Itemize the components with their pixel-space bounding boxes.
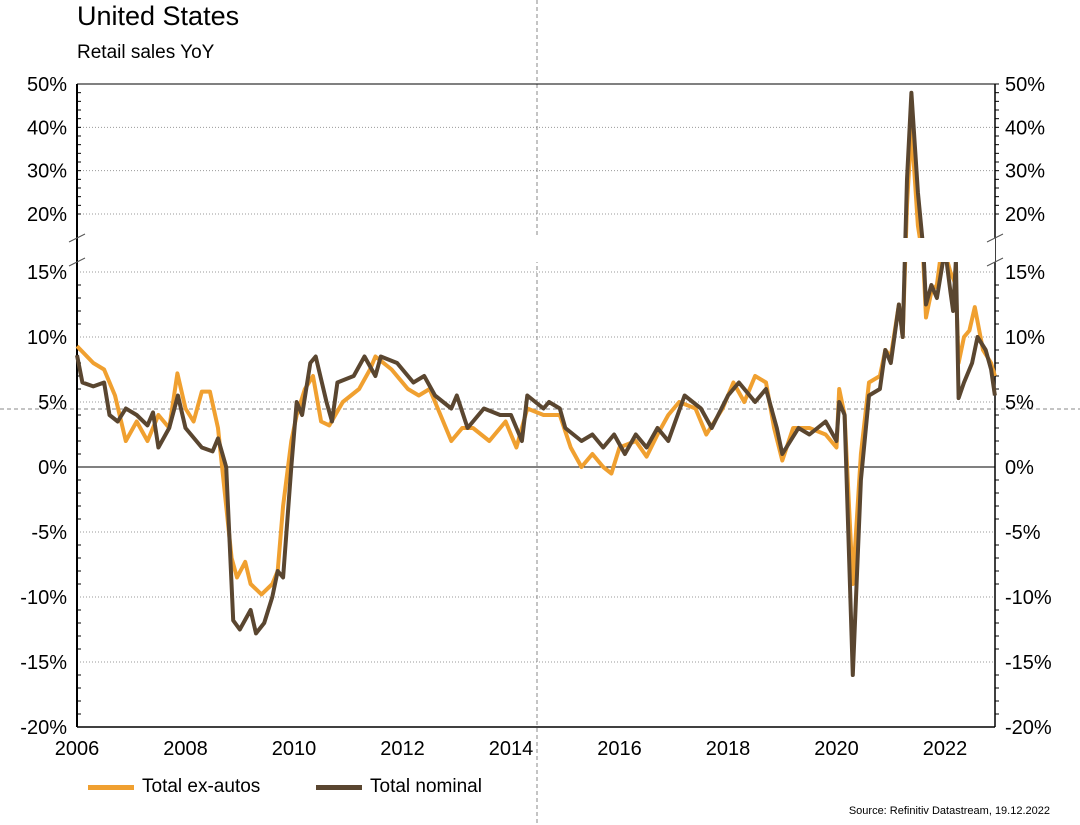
y-tick-label-right: -5% [1005,522,1041,544]
legend-swatch [316,784,362,790]
axis-break-mark [986,257,1004,267]
x-tick-label: 2016 [597,738,642,760]
legend-item-nominal: Total nominal [316,776,482,798]
legend-item-ex-autos: Total ex-autos [88,776,260,798]
x-tick-label: 2014 [489,738,534,760]
y-tick-label-right: 10% [1005,327,1045,349]
x-tick-label: 2010 [272,738,317,760]
source-note: Source: Refinitiv Datastream, 19.12.2022 [848,805,1050,817]
axis-break-mark [986,233,1004,243]
x-tick-label: 2022 [923,738,968,760]
y-tick-label-left: -15% [20,652,67,674]
x-tick-label: 2020 [814,738,859,760]
chart-title: United States [77,1,240,31]
x-tick-label: 2006 [55,738,100,760]
y-tick-label-left: 40% [27,117,67,139]
y-tick-label-right: -20% [1005,717,1052,739]
y-tick-label-right: 15% [1005,262,1045,284]
y-tick-label-left: 50% [27,74,67,96]
y-tick-label-left: -20% [20,717,67,739]
legend-label: Total nominal [370,776,482,797]
axis-break-mark [68,233,86,243]
y-tick-label-right: 5% [1005,392,1034,414]
y-tick-label-right: -15% [1005,652,1052,674]
y-tick-label-right: 50% [1005,74,1045,96]
y-tick-label-left: 20% [27,204,67,226]
chart-subtitle: Retail sales YoY [77,42,215,63]
axis-break-mark [68,257,86,267]
y-tick-label-left: 5% [38,392,67,414]
y-tick-label-right: -10% [1005,587,1052,609]
legend-swatch [88,784,134,790]
y-tick-label-right: 40% [1005,117,1045,139]
y-tick-label-left: -5% [31,522,67,544]
y-tick-label-right: 0% [1005,457,1034,479]
y-tick-label-right: 30% [1005,161,1045,183]
y-tick-label-right: 20% [1005,204,1045,226]
y-tick-label-left: 0% [38,457,67,479]
x-tick-label: 2012 [380,738,425,760]
axis-break-band [79,238,995,262]
y-tick-label-left: 15% [27,262,67,284]
x-tick-label: 2018 [706,738,751,760]
legend-label: Total ex-autos [142,776,261,797]
y-tick-label-left: 30% [27,161,67,183]
series-line-total-nominal [75,90,997,677]
y-tick-label-left: -10% [20,587,67,609]
y-tick-label-left: 10% [27,327,67,349]
x-tick-label: 2008 [163,738,208,760]
